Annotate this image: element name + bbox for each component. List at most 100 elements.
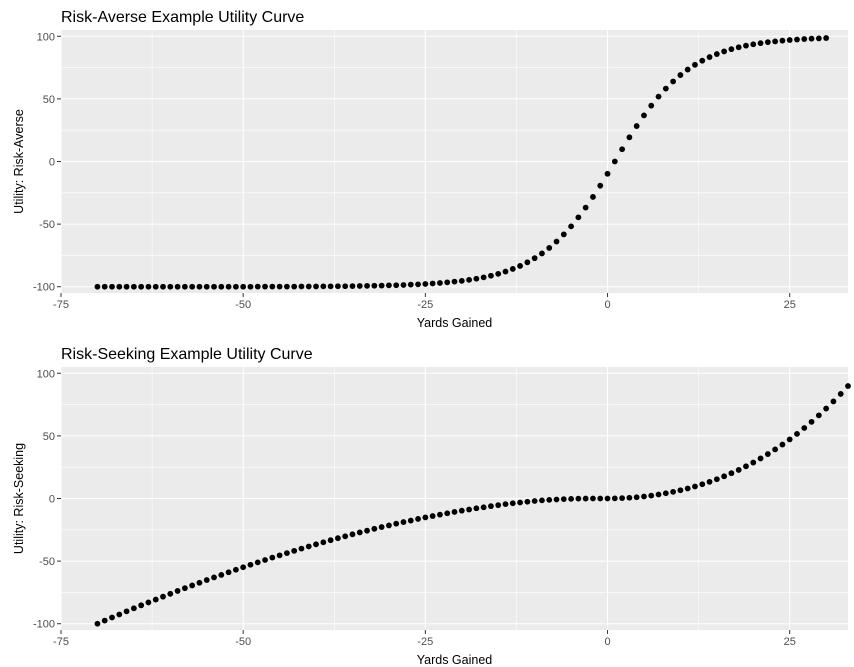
- data-point: [116, 611, 123, 618]
- data-point: [502, 501, 509, 508]
- data-point: [743, 463, 749, 470]
- data-point: [808, 35, 815, 42]
- data-point: [728, 46, 735, 53]
- data-point: [327, 283, 334, 290]
- y-tick-label: 0: [49, 494, 55, 506]
- data-point: [735, 44, 742, 51]
- data-point: [495, 270, 502, 277]
- data-point: [451, 509, 458, 515]
- y-tick-label: 50: [43, 431, 55, 443]
- data-point: [553, 496, 560, 503]
- data-point: [808, 418, 815, 425]
- data-point: [458, 277, 465, 284]
- y-axis-title: Utility: Risk-Averse: [12, 109, 26, 214]
- data-point: [786, 37, 793, 43]
- data-point: [437, 511, 443, 518]
- data-point: [728, 470, 735, 477]
- data-point: [291, 547, 298, 554]
- data-point: [633, 123, 640, 129]
- data-point: [495, 502, 502, 509]
- data-point: [750, 41, 757, 48]
- chart-title: Risk-Averse Example Utility Curve: [61, 9, 304, 26]
- data-point: [706, 54, 713, 60]
- data-point: [320, 539, 327, 546]
- data-point: [473, 275, 480, 282]
- x-tick-label: -75: [53, 299, 69, 311]
- data-point: [189, 283, 196, 290]
- data-point: [684, 485, 691, 492]
- x-tick-label: -75: [53, 636, 69, 648]
- data-point: [590, 495, 596, 502]
- y-tick-label: 100: [37, 31, 55, 43]
- y-tick-label: -100: [33, 619, 55, 631]
- data-point: [160, 593, 166, 600]
- data-point: [130, 283, 137, 290]
- data-point: [509, 266, 516, 272]
- data-point: [240, 283, 247, 290]
- data-point: [488, 272, 494, 279]
- data-point: [575, 214, 582, 221]
- data-point: [298, 283, 305, 290]
- data-point: [378, 282, 385, 289]
- x-axis-title: Yards Gained: [417, 653, 493, 667]
- data-point: [283, 550, 290, 557]
- data-point: [225, 283, 232, 290]
- data-point: [794, 36, 800, 43]
- data-point: [553, 238, 560, 245]
- data-point: [815, 35, 822, 42]
- data-point: [189, 582, 196, 589]
- data-point: [597, 182, 604, 189]
- chart-title: Risk-Seeking Example Utility Curve: [61, 346, 313, 363]
- data-point: [422, 281, 429, 287]
- data-point: [269, 283, 276, 290]
- data-point: [145, 599, 152, 606]
- data-point: [356, 529, 363, 536]
- data-point: [568, 495, 574, 502]
- data-point: [823, 35, 830, 41]
- data-point: [123, 608, 130, 615]
- data-point: [349, 283, 356, 290]
- data-point: [568, 223, 574, 230]
- data-point: [677, 72, 684, 78]
- data-point: [393, 282, 400, 289]
- data-point: [181, 283, 188, 290]
- data-point: [225, 569, 232, 576]
- data-point: [371, 282, 378, 289]
- data-point: [641, 112, 647, 119]
- data-point: [582, 495, 589, 502]
- data-point: [451, 278, 458, 285]
- y-axis-title: Utility: Risk-Seeking: [12, 443, 26, 554]
- data-point: [247, 561, 254, 568]
- data-point: [466, 506, 472, 513]
- data-point: [181, 585, 188, 592]
- data-point: [203, 577, 210, 583]
- data-point: [721, 48, 728, 55]
- data-point: [262, 557, 268, 563]
- data-point: [232, 283, 239, 290]
- data-point: [713, 51, 720, 57]
- data-point: [546, 245, 553, 251]
- data-point: [393, 520, 400, 527]
- data-point: [313, 541, 319, 548]
- data-point: [713, 476, 720, 483]
- data-point: [437, 280, 443, 286]
- data-point: [203, 283, 210, 290]
- y-tick-label: -50: [39, 556, 55, 568]
- data-point: [196, 283, 203, 290]
- y-tick-label: 0: [49, 157, 55, 169]
- data-point: [327, 537, 334, 544]
- data-point: [706, 478, 713, 485]
- data-point: [677, 487, 684, 494]
- data-point: [531, 498, 538, 504]
- data-point: [648, 492, 655, 499]
- data-point: [101, 617, 108, 624]
- data-point: [830, 398, 837, 405]
- data-point: [429, 280, 436, 287]
- data-point: [305, 283, 312, 290]
- data-point: [283, 283, 290, 290]
- data-point: [240, 564, 247, 571]
- data-point: [218, 571, 225, 578]
- x-axis-title: Yards Gained: [417, 316, 493, 330]
- data-point: [262, 283, 268, 290]
